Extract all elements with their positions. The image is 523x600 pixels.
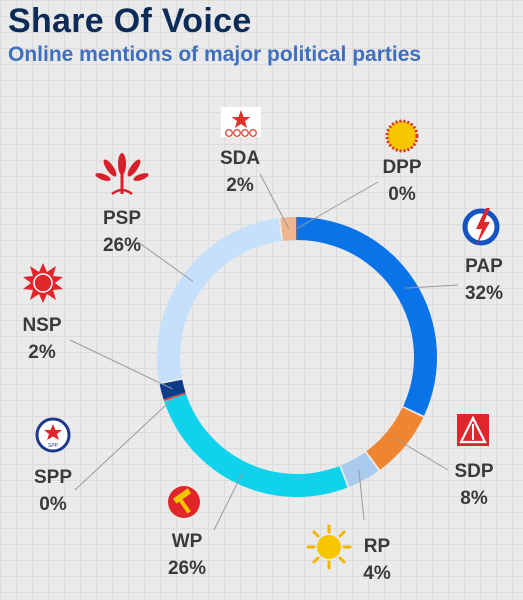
label-dpp-value: 0%: [388, 184, 416, 205]
label-rp-value: 4%: [363, 563, 391, 584]
label-sdp-name: SDP: [454, 461, 493, 482]
label-sda-name: SDA: [220, 148, 260, 169]
label-nsp-value: 2%: [28, 342, 56, 363]
label-nsp-name: NSP: [22, 315, 61, 336]
svg-text:SPP: SPP: [48, 443, 59, 449]
leader-line-dpp: [296, 181, 379, 229]
slice-nsp: [159, 379, 186, 400]
psp-flower-icon: [95, 153, 149, 196]
pap-logo-icon: [462, 208, 500, 246]
leader-line-rp: [358, 469, 365, 521]
nsp-sun-icon: [23, 263, 63, 303]
chart-subtitle: Online mentions of major political parti…: [8, 43, 422, 66]
slice-sdp: [366, 407, 424, 470]
slice-rp: [340, 452, 379, 487]
leader-line-wp: [213, 473, 243, 531]
leader-line-psp: [137, 241, 194, 282]
slice-wp: [164, 393, 348, 497]
sda-star-icon: [221, 107, 261, 137]
chart-title: Share Of Voice: [8, 2, 252, 40]
leader-line-spp: [74, 396, 176, 491]
slice-pap: [297, 217, 437, 416]
slice-spp: [163, 392, 186, 401]
label-wp-value: 26%: [168, 558, 206, 579]
slice-psp: [157, 218, 282, 383]
label-pap-name: PAP: [465, 256, 503, 277]
chart-header: Share Of Voice Online mentions of major …: [8, 2, 421, 67]
label-spp-value: 0%: [39, 494, 67, 515]
label-rp-name: RP: [364, 536, 391, 557]
leader-line-sdp: [395, 438, 449, 471]
label-psp-value: 26%: [103, 235, 141, 256]
leader-line-pap: [405, 284, 459, 289]
label-wp-name: WP: [172, 531, 203, 552]
dpp-sun-icon: [385, 119, 419, 153]
leader-line-sda: [259, 173, 290, 229]
slice-sda: [280, 217, 297, 241]
label-pap-value: 32%: [465, 283, 503, 304]
wp-hammer-icon: [168, 486, 200, 518]
spp-logo-icon: SPP: [35, 417, 71, 453]
leader-line-nsp: [69, 339, 173, 390]
rp-sun-icon: [306, 524, 352, 570]
label-spp-name: SPP: [34, 467, 72, 488]
label-sda-value: 2%: [226, 175, 254, 196]
donut-slices: [157, 217, 437, 497]
leader-lines: [69, 173, 459, 531]
label-psp-name: PSP: [103, 208, 141, 229]
label-sdp-value: 8%: [460, 488, 488, 509]
sdp-logo-icon: [457, 414, 489, 446]
label-dpp-name: DPP: [382, 157, 421, 178]
